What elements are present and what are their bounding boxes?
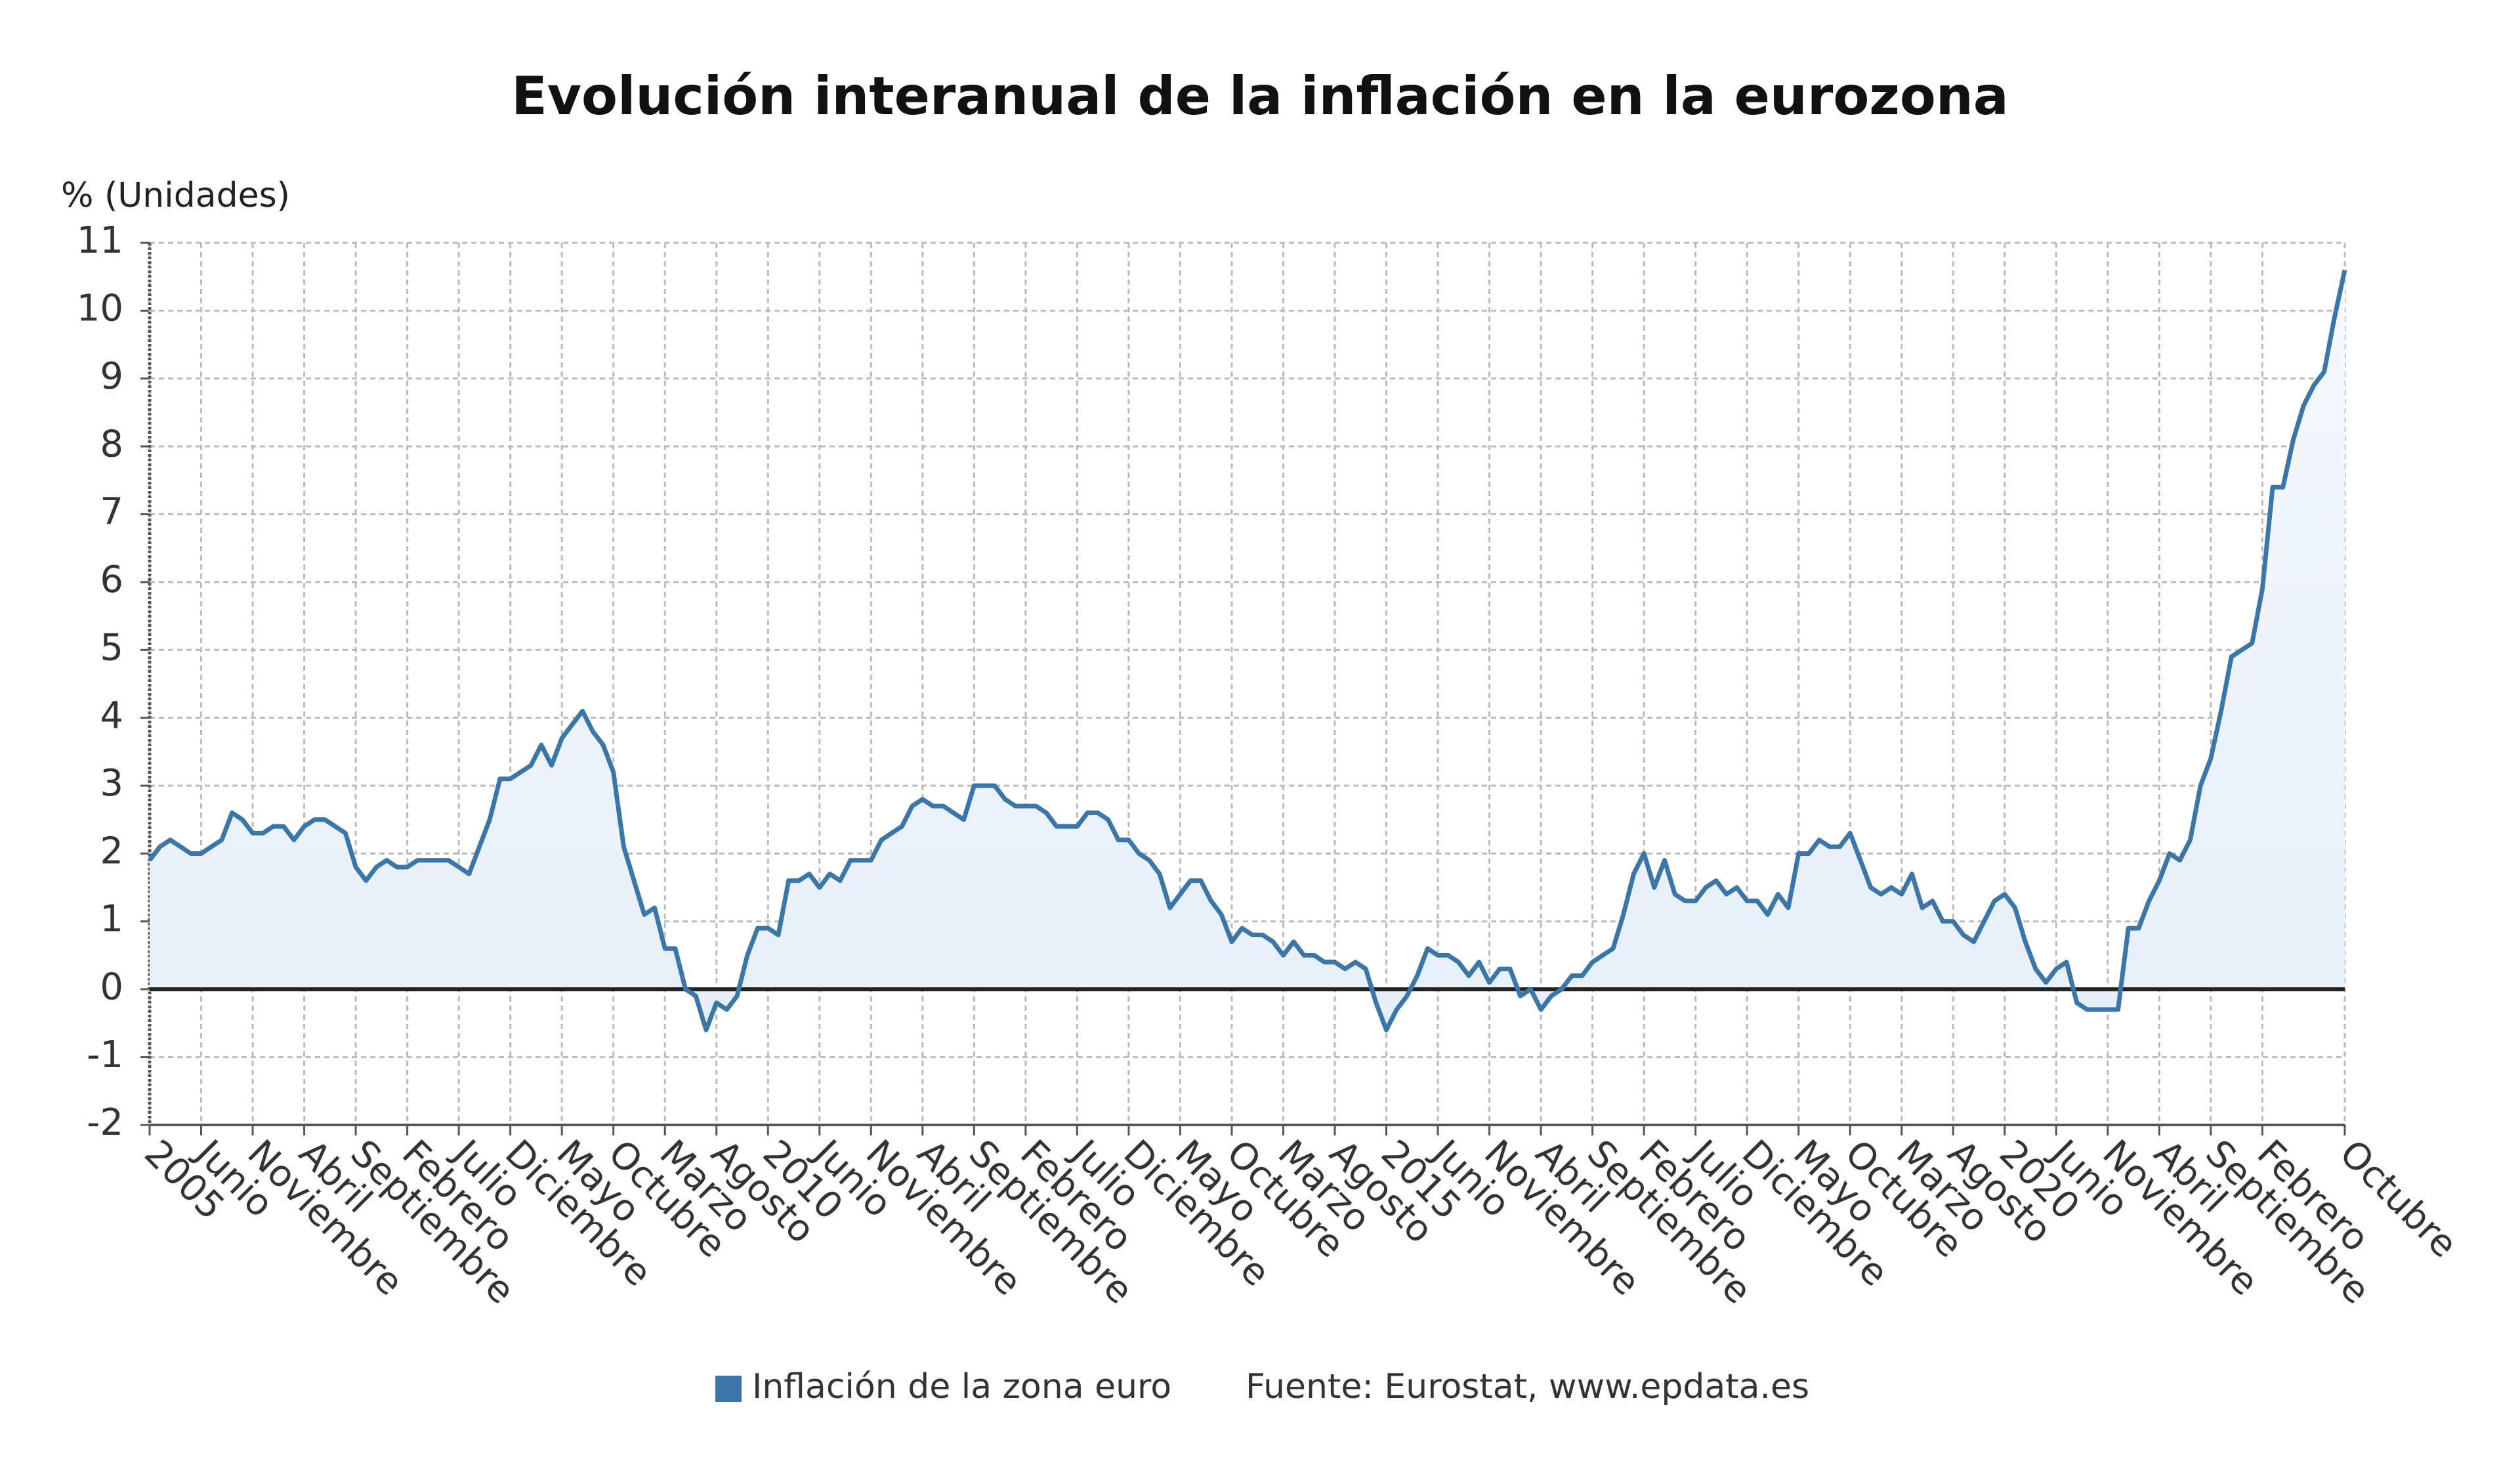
y-tick-label: -1 xyxy=(87,1034,123,1076)
y-tick-label: 8 xyxy=(100,423,123,465)
y-tick-label: -2 xyxy=(87,1101,123,1144)
y-tick-label: 4 xyxy=(100,694,123,737)
chart-title: Evolución interanual de la inflación en … xyxy=(511,66,2009,127)
line xyxy=(148,269,2347,1032)
legend-swatch xyxy=(715,1376,742,1402)
source: Fuente: Eurostat, www.epdata.es xyxy=(1246,1367,1809,1406)
y-tick-label: 7 xyxy=(100,491,123,534)
y-tick-label: 9 xyxy=(100,355,123,398)
y-tick-label: 5 xyxy=(100,626,123,669)
legend-label: Inflación de la zona euro xyxy=(752,1367,1171,1406)
y-tick-label: 10 xyxy=(77,287,123,330)
y-axis-label: % (Unidades) xyxy=(61,176,290,215)
y-tick-label: 2 xyxy=(100,830,123,873)
y-tick-label: 0 xyxy=(100,965,123,1008)
y-tick-label: 1 xyxy=(100,898,123,941)
y-tick-label: 6 xyxy=(100,559,123,601)
y-tick-label: 3 xyxy=(100,762,123,805)
y-tick-label: 11 xyxy=(77,219,123,262)
